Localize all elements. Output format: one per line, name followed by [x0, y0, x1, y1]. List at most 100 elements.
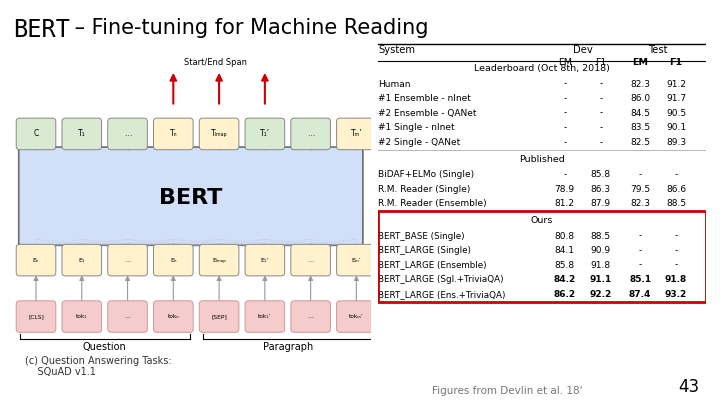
Text: 84.2: 84.2 [554, 275, 576, 284]
Text: 91.7: 91.7 [666, 94, 686, 103]
Text: – Fine-tuning for Machine Reading: – Fine-tuning for Machine Reading [68, 18, 429, 38]
Text: 88.5: 88.5 [590, 232, 611, 241]
Text: 82.5: 82.5 [630, 138, 650, 147]
Text: -: - [563, 94, 567, 103]
Text: Eₙ: Eₙ [170, 258, 176, 262]
Text: T₁’: T₁’ [260, 130, 270, 139]
Text: C: C [33, 130, 39, 139]
Text: Published: Published [519, 155, 564, 164]
Text: tokₘ’: tokₘ’ [349, 314, 364, 319]
Text: -: - [639, 170, 642, 179]
Text: Eₗₘₐₚ: Eₗₘₐₚ [212, 258, 226, 262]
FancyBboxPatch shape [17, 301, 56, 333]
Text: Ours: Ours [531, 216, 553, 225]
Text: 86.2: 86.2 [554, 290, 576, 298]
Text: -: - [639, 246, 642, 255]
Text: 93.2: 93.2 [665, 290, 688, 298]
Text: -: - [675, 170, 678, 179]
Text: -: - [563, 123, 567, 132]
Text: BERT_LARGE (Single): BERT_LARGE (Single) [378, 246, 471, 255]
FancyBboxPatch shape [62, 244, 102, 276]
FancyBboxPatch shape [17, 244, 56, 276]
Text: #1 Single - nlnet: #1 Single - nlnet [378, 123, 454, 132]
Text: [SEP]: [SEP] [211, 314, 227, 319]
Text: BERT: BERT [159, 188, 222, 208]
Text: -: - [563, 79, 567, 89]
Text: 87.9: 87.9 [590, 199, 611, 208]
Text: 91.1: 91.1 [590, 275, 612, 284]
Text: -: - [639, 232, 642, 241]
Text: F1: F1 [670, 58, 683, 67]
Text: 82.3: 82.3 [630, 199, 650, 208]
FancyBboxPatch shape [108, 244, 148, 276]
FancyBboxPatch shape [336, 244, 376, 276]
FancyBboxPatch shape [17, 118, 56, 150]
FancyBboxPatch shape [108, 301, 148, 333]
Text: 90.1: 90.1 [666, 123, 686, 132]
Text: Tₙ: Tₙ [169, 130, 177, 139]
FancyBboxPatch shape [62, 301, 102, 333]
FancyBboxPatch shape [245, 118, 284, 150]
Text: Eₘ’: Eₘ’ [351, 258, 361, 262]
FancyBboxPatch shape [153, 118, 193, 150]
Text: Tₘ’: Tₘ’ [351, 130, 362, 139]
Text: BERT_LARGE (Ens.+TriviaQA): BERT_LARGE (Ens.+TriviaQA) [378, 290, 505, 298]
Text: System: System [378, 45, 415, 55]
Text: E₁: E₁ [78, 258, 85, 262]
Text: (c) Question Answering Tasks:
    SQuAD v1.1: (c) Question Answering Tasks: SQuAD v1.1 [25, 356, 172, 377]
Text: 88.5: 88.5 [666, 199, 686, 208]
Text: #2 Single - QANet: #2 Single - QANet [378, 138, 460, 147]
Text: -: - [563, 138, 567, 147]
FancyBboxPatch shape [62, 118, 102, 150]
Text: 86.0: 86.0 [630, 94, 650, 103]
Text: -: - [563, 170, 567, 179]
Text: 85.8: 85.8 [554, 260, 575, 270]
Text: 79.5: 79.5 [630, 185, 650, 194]
Text: R.M. Reader (Single): R.M. Reader (Single) [378, 185, 470, 194]
FancyBboxPatch shape [153, 244, 193, 276]
Text: …: … [125, 258, 130, 262]
Text: BERT_LARGE (Sgl.+TriviaQA): BERT_LARGE (Sgl.+TriviaQA) [378, 275, 503, 284]
FancyBboxPatch shape [199, 118, 239, 150]
Text: 82.3: 82.3 [630, 79, 650, 89]
Text: 90.5: 90.5 [666, 109, 686, 117]
Text: 86.6: 86.6 [666, 185, 686, 194]
Text: 92.2: 92.2 [590, 290, 612, 298]
Text: 78.9: 78.9 [554, 185, 575, 194]
FancyBboxPatch shape [199, 301, 239, 333]
Text: -: - [599, 79, 603, 89]
Text: BERT_LARGE (Ensemble): BERT_LARGE (Ensemble) [378, 260, 487, 270]
Bar [378, 211, 706, 302]
Text: 85.8: 85.8 [590, 170, 611, 179]
FancyBboxPatch shape [19, 147, 363, 245]
Text: #2 Ensemble - QANet: #2 Ensemble - QANet [378, 109, 477, 117]
Text: …: … [307, 258, 314, 262]
Text: Test: Test [648, 45, 668, 55]
Text: Human: Human [378, 79, 410, 89]
Text: 81.2: 81.2 [554, 199, 575, 208]
Text: 91.8: 91.8 [665, 275, 688, 284]
Text: R.M. Reader (Ensemble): R.M. Reader (Ensemble) [378, 199, 487, 208]
Text: 84.5: 84.5 [630, 109, 650, 117]
Text: 84.1: 84.1 [554, 246, 575, 255]
Text: Dev: Dev [573, 45, 593, 55]
Text: 86.3: 86.3 [590, 185, 611, 194]
Text: Start/End Span: Start/End Span [184, 58, 248, 67]
Text: EM: EM [558, 58, 572, 67]
Text: BERT_BASE (Single): BERT_BASE (Single) [378, 232, 464, 241]
Text: -: - [599, 138, 603, 147]
Text: E₁’: E₁’ [261, 258, 269, 262]
Text: -: - [563, 109, 567, 117]
FancyBboxPatch shape [336, 118, 376, 150]
Text: BERT: BERT [13, 18, 70, 42]
Text: -: - [675, 260, 678, 270]
Text: …: … [125, 314, 130, 319]
Text: T₁: T₁ [78, 130, 86, 139]
FancyBboxPatch shape [199, 244, 239, 276]
Text: Tₗₘₐₚ: Tₗₘₐₚ [211, 130, 228, 139]
FancyBboxPatch shape [291, 301, 330, 333]
FancyBboxPatch shape [108, 118, 148, 150]
Text: -: - [599, 123, 603, 132]
Text: BiDAF+ELMo (Single): BiDAF+ELMo (Single) [378, 170, 474, 179]
Text: [CLS]: [CLS] [28, 314, 44, 319]
